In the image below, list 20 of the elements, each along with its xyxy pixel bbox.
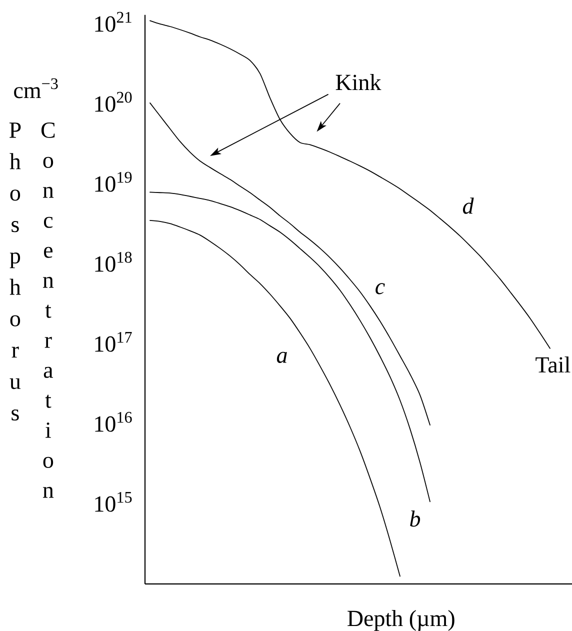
series-label: d [462,198,474,214]
series-label: c [376,283,385,294]
y-tick-label: 10$^{15}$ [95,492,132,512]
line-series [150,192,430,502]
text: cm$^{−3}$ [14,78,58,98]
y-tick-label: 10$^{19}$ [95,172,132,192]
y-tick-label: 10$^{21}$ [95,12,132,32]
line-series [150,20,550,349]
annotation: Kink [336,74,382,90]
series-label: b [410,510,420,527]
y-tick-label: 10$^{17}$ [95,332,132,352]
line-series [150,102,430,426]
text: Phosphorus Concentration [9,122,55,498]
line-series [150,220,400,577]
series-label: a [276,352,287,363]
annotation: Tail [536,356,570,373]
x-axis-title: Depth (µm) [348,610,454,631]
y-tick-label: 10$^{20}$ [95,92,132,112]
y-tick-label: 10$^{16}$ [95,412,132,432]
y-tick-label: 10$^{18}$ [95,252,132,272]
